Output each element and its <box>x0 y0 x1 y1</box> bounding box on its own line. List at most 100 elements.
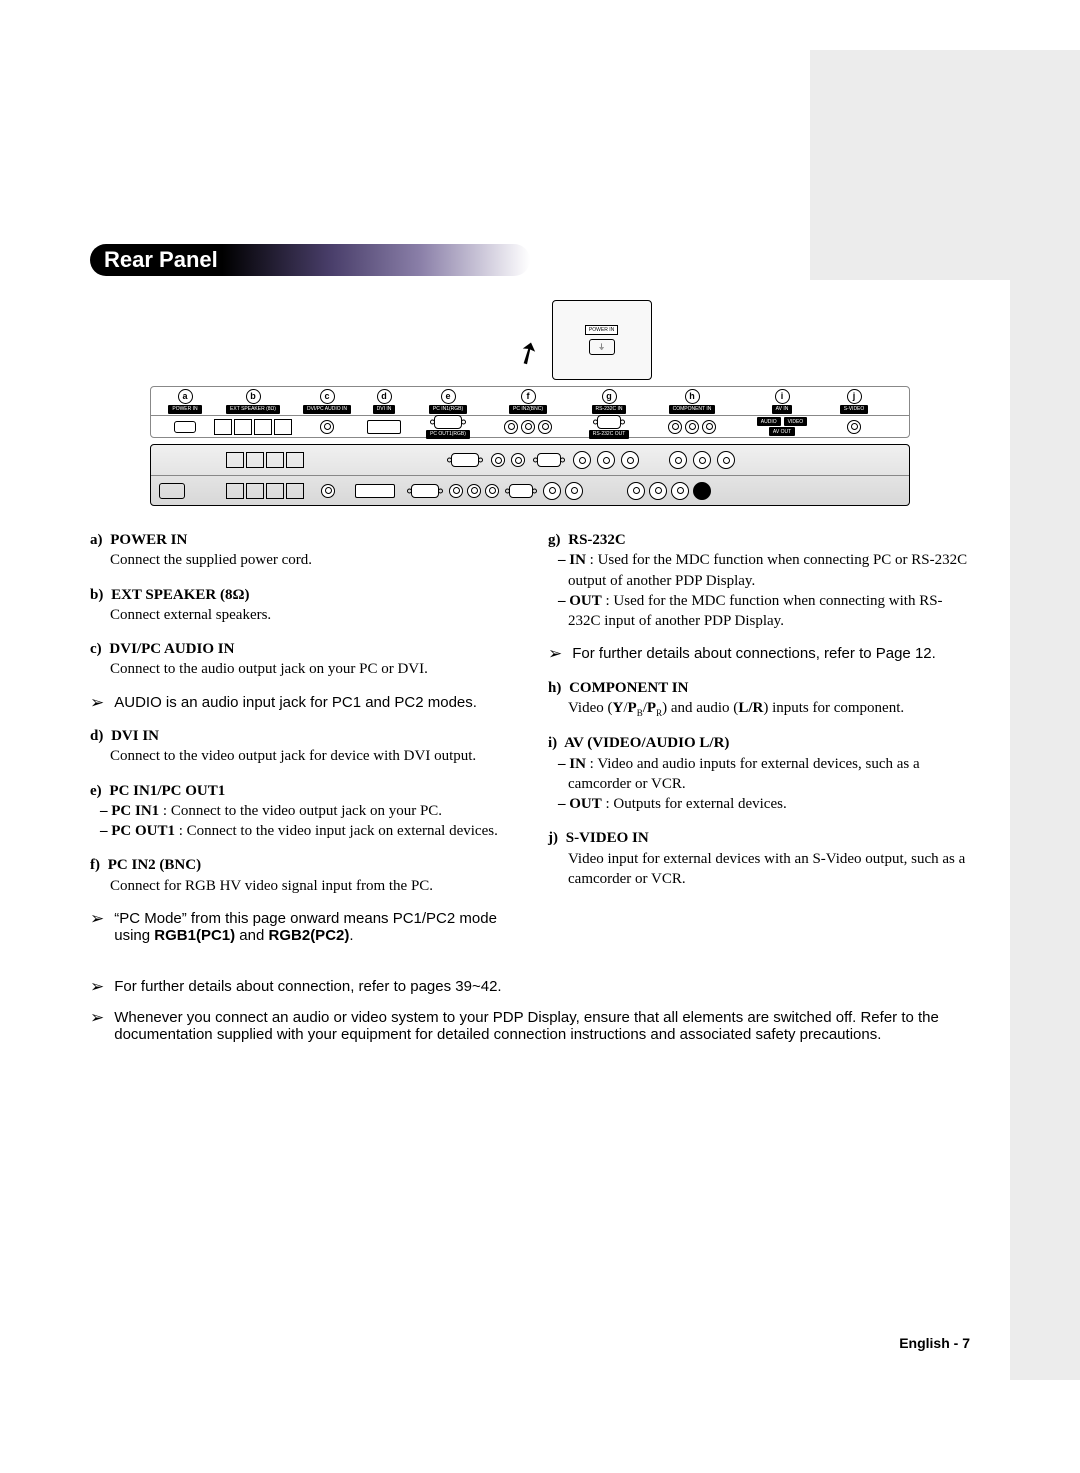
item-body: Connect the supplied power cord. <box>90 550 512 570</box>
label-g: g <box>602 389 617 404</box>
p-c2 <box>597 451 615 469</box>
item-sub: – OUT : Outputs for external devices. <box>548 794 970 814</box>
item: g) RS-232C– IN : Used for the MDC functi… <box>548 530 970 631</box>
p-bnc5 <box>485 484 499 498</box>
note-arrow-icon: ➢ <box>90 694 104 713</box>
hdr-comp: COMPONENT IN <box>669 405 716 414</box>
hdr-power: POWER IN <box>168 405 201 414</box>
item-head: c) DVI/PC AUDIO IN <box>90 639 512 659</box>
p-c5 <box>565 482 583 500</box>
hdr-av: AV IN <box>772 405 793 414</box>
zoom-power-label: POWER IN <box>585 325 618 335</box>
port-rs232-in <box>597 415 621 429</box>
item-head: f) PC IN2 (BNC) <box>90 855 512 875</box>
item: f) PC IN2 (BNC)Connect for RGB HV video … <box>90 855 512 896</box>
port-bnc-3 <box>538 420 552 434</box>
p-a5 <box>649 482 667 500</box>
item-head: a) POWER IN <box>90 530 512 550</box>
hdr-dvi: DVI IN <box>373 405 396 414</box>
hdr-sv: S-VIDEO <box>840 405 869 414</box>
item-body: Connect for RGB HV video signal input fr… <box>90 876 512 896</box>
label-j: j <box>847 389 862 404</box>
description-columns: a) POWER INConnect the supplied power co… <box>90 530 970 958</box>
item-sub: – PC OUT1 : Connect to the video input j… <box>90 821 512 841</box>
p-c1 <box>573 451 591 469</box>
hdr-av-vid: VIDEO <box>784 417 808 426</box>
p-spk4 <box>286 452 304 468</box>
note-arrow-icon: ➢ <box>90 910 104 929</box>
item-body: Connect to the audio output jack on your… <box>90 659 512 679</box>
page-content: Rear Panel ➚ POWER IN ⏚ a POWER IN b EXT… <box>90 244 970 1055</box>
hdr-pcin1: PC IN1(RGB) <box>429 405 467 414</box>
label-d: d <box>377 389 392 404</box>
hdr-ext: EXT SPEAKER (8Ω) <box>226 405 280 414</box>
p-bnc3 <box>449 484 463 498</box>
port-power-icon <box>174 421 196 433</box>
item: a) POWER INConnect the supplied power co… <box>90 530 512 571</box>
p-vga2 <box>411 484 439 498</box>
footer-note: ➢ For further details about connection, r… <box>90 978 970 997</box>
item: e) PC IN1/PC OUT1– PC IN1 : Connect to t… <box>90 781 512 842</box>
p-bnc1 <box>491 453 505 467</box>
item-head: b) EXT SPEAKER (8Ω) <box>90 585 512 605</box>
port-bnc-1 <box>504 420 518 434</box>
port-pcin1 <box>434 415 462 429</box>
p-power <box>159 483 185 499</box>
spk-l-minus <box>274 419 292 435</box>
page-footer: English - 7 <box>899 1335 970 1351</box>
spk-l-plus <box>254 419 272 435</box>
spk-r-plus <box>214 419 232 435</box>
item-sub: – IN : Used for the MDC function when co… <box>548 550 970 591</box>
p-spk1 <box>226 452 244 468</box>
label-i: i <box>775 389 790 404</box>
item-head: e) PC IN1/PC OUT1 <box>90 781 512 801</box>
footer-note: ➢Whenever you connect an audio or video … <box>90 1009 970 1043</box>
p-a1 <box>669 451 687 469</box>
port-comp-2 <box>685 420 699 434</box>
port-bnc-2 <box>521 420 535 434</box>
port-dvi <box>367 420 401 434</box>
port-comp-1 <box>668 420 682 434</box>
p-a6 <box>671 482 689 500</box>
p-bnc2 <box>511 453 525 467</box>
p-spk8 <box>286 483 304 499</box>
p-a2 <box>693 451 711 469</box>
item-sub: – OUT : Used for the MDC function when c… <box>548 591 970 632</box>
diagram-label-strip: a POWER IN b EXT SPEAKER (8Ω) c DVI/PC A… <box>150 386 910 438</box>
hdr-pcout1: PC OUT1(RGB) <box>426 430 470 439</box>
port-dvipc-audio <box>320 420 334 434</box>
p-aud <box>321 484 335 498</box>
label-e: e <box>441 389 456 404</box>
item-sub: – IN : Video and audio inputs for extern… <box>548 754 970 795</box>
label-c: c <box>320 389 335 404</box>
hdr-dvipc: DVI/PC AUDIO IN <box>303 405 351 414</box>
p-bnc4 <box>467 484 481 498</box>
label-a: a <box>178 389 193 404</box>
note-arrow-icon: ➢ <box>90 978 104 997</box>
rear-panel-diagram: ➚ POWER IN ⏚ a POWER IN b EXT SPEAKER (8… <box>140 300 920 506</box>
note-text: AUDIO is an audio input jack for PC1 and… <box>114 694 477 711</box>
p-c3 <box>621 451 639 469</box>
note: ➢For further details about connections, … <box>548 645 970 664</box>
page-title: Rear Panel <box>104 247 218 273</box>
item-head: d) DVI IN <box>90 726 512 746</box>
p-a3 <box>717 451 735 469</box>
note-arrow-icon: ➢ <box>90 1009 104 1028</box>
hdr-pcin2: PC IN2(BNC) <box>509 405 547 414</box>
zoom-arrow-icon: ➚ <box>509 332 553 384</box>
footer-notes: ➢ For further details about connection, r… <box>90 978 970 1043</box>
p-spk2 <box>246 452 264 468</box>
item: j) S-VIDEO INVideo input for external de… <box>548 828 970 889</box>
p-sv <box>693 482 711 500</box>
p-spk5 <box>226 483 244 499</box>
item: b) EXT SPEAKER (8Ω)Connect external spea… <box>90 585 512 626</box>
port-comp-3 <box>702 420 716 434</box>
footer-note-text: For further details about connection, re… <box>114 978 501 995</box>
p-spk7 <box>266 483 284 499</box>
diagram-physical-strip <box>150 444 910 506</box>
item-sub: – PC IN1 : Connect to the video output j… <box>90 801 512 821</box>
p-a4 <box>627 482 645 500</box>
zoom-power-jack-icon: ⏚ <box>589 339 615 355</box>
note: ➢“PC Mode” from this page onward means P… <box>90 910 512 944</box>
item: i) AV (VIDEO/AUDIO L/R)– IN : Video and … <box>548 733 970 814</box>
